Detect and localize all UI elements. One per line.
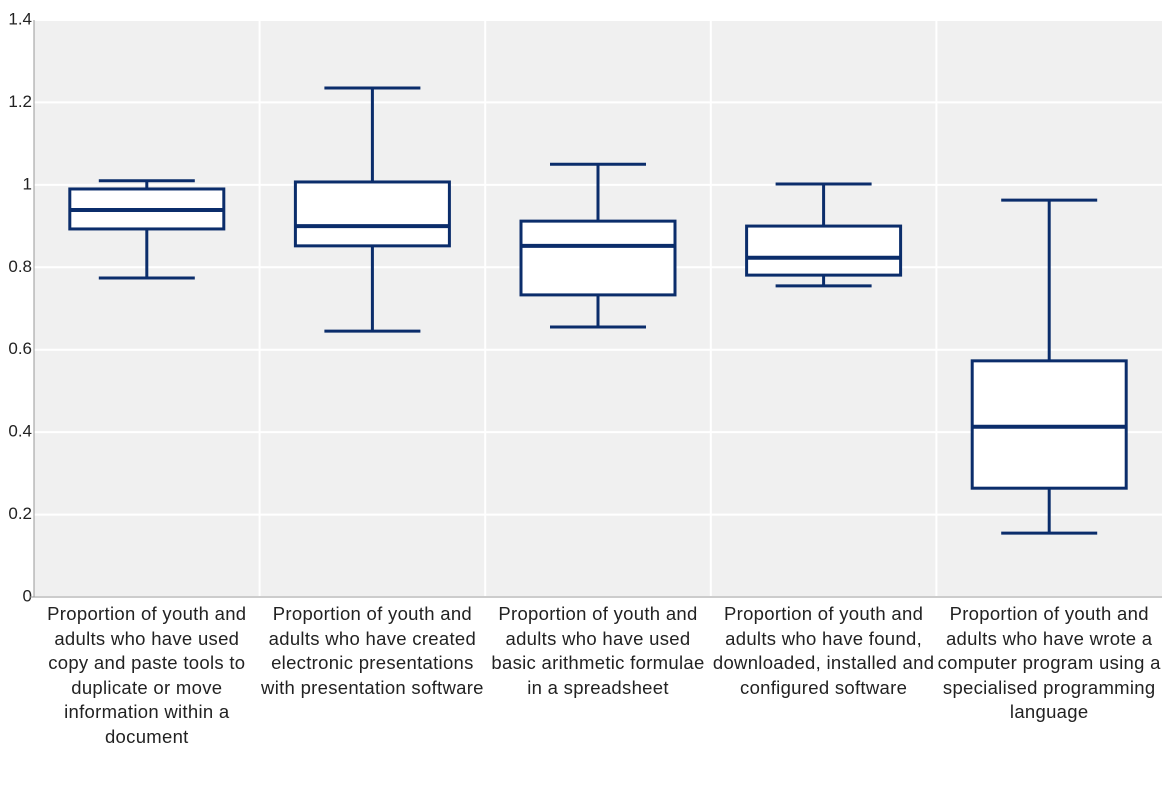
- box: [970, 359, 1128, 490]
- box: [745, 224, 903, 277]
- x-tick-label: Proportion of youth and adults who have …: [491, 603, 705, 698]
- y-tick-label: 0.2: [8, 504, 32, 523]
- y-tick-label: 0.6: [8, 339, 32, 358]
- y-tick-label: 1.4: [8, 9, 32, 28]
- x-tick-label: Proportion of youth and adults who have …: [47, 603, 247, 747]
- box: [293, 180, 451, 248]
- y-tick-label: 1.2: [8, 92, 32, 111]
- x-tick-label: Proportion of youth and adults who have …: [261, 603, 484, 698]
- y-tick-label: 0.4: [8, 422, 32, 441]
- y-tick-label: 1: [23, 174, 32, 193]
- x-tick-label: Proportion of youth and adults who have …: [937, 603, 1161, 722]
- y-tick-label: 0: [23, 586, 32, 605]
- box: [519, 219, 677, 297]
- x-tick-label: Proportion of youth and adults who have …: [712, 603, 935, 698]
- y-tick-label: 0.8: [8, 257, 32, 276]
